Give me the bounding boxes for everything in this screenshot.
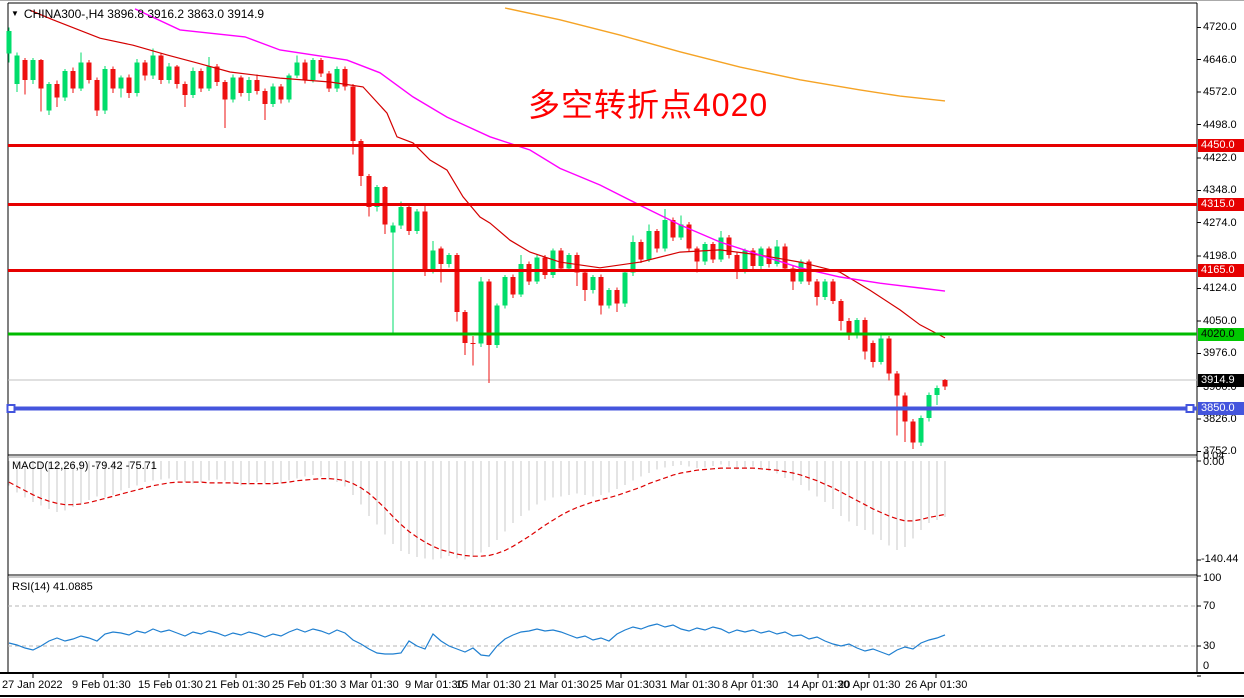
rsi-axis-label: 30 — [1203, 640, 1216, 652]
price-axis-label: 4422.0 — [1203, 152, 1237, 164]
line-handle-marker[interactable] — [6, 403, 16, 413]
price-badge-4315.0: 4315.0 — [1198, 198, 1244, 211]
price-badge-3914.9: 3914.9 — [1198, 374, 1244, 387]
rsi-line — [8, 623, 946, 657]
price-badge-4020.0: 4020.0 — [1198, 328, 1244, 341]
price-axis-label: 4274.0 — [1203, 217, 1237, 229]
date-label: 27 Jan 2022 — [2, 679, 63, 691]
date-label: 26 Apr 01:30 — [905, 679, 968, 691]
price-axis-label: 4198.0 — [1203, 250, 1237, 262]
date-label: 31 Mar 01:30 — [655, 679, 720, 691]
price-axis-label: 4646.0 — [1203, 54, 1237, 66]
rsi-axis-label: 0 — [1203, 660, 1210, 672]
price-badge-4450.0: 4450.0 — [1198, 139, 1244, 152]
price-axis-label: 3752.0 — [1203, 445, 1237, 457]
date-label: 9 Feb 01:30 — [72, 679, 131, 691]
price-axis-label: 4572.0 — [1203, 86, 1237, 98]
price-axis-label: 4498.0 — [1203, 119, 1237, 131]
price-axis-label: 4124.0 — [1203, 282, 1237, 294]
macd-signal-line — [8, 467, 946, 557]
date-label: 15 Feb 01:30 — [138, 679, 203, 691]
macd-axis-label: 0.04 — [1203, 450, 1225, 462]
price-axis-label: 3826.0 — [1203, 413, 1237, 425]
ma-fast-line — [29, 9, 946, 339]
macd-indicator-label: MACD(12,26,9) -79.42 -75.71 — [12, 460, 157, 472]
price-axis-label: 3976.0 — [1203, 347, 1237, 359]
rsi-indicator-label: RSI(14) 41.0885 — [12, 581, 93, 593]
macd-axis-label: -140.44 — [1201, 553, 1239, 565]
date-label: 25 Feb 01:30 — [272, 679, 337, 691]
ma-slow-line — [134, 8, 946, 292]
symbol-dropdown-icon[interactable]: ▼ — [11, 9, 19, 18]
price-axis-label: 4720.0 — [1203, 21, 1237, 33]
symbol-ohlc-text: CHINA300-,H4 3896.8 3916.2 3863.0 3914.9 — [23, 7, 265, 21]
date-label: 9 Mar 01:30 — [405, 679, 464, 691]
axis-ticks — [32, 26, 1201, 678]
date-label: 21 Mar 01:30 — [524, 679, 589, 691]
rsi-axis-label: 70 — [1203, 600, 1216, 612]
price-badge-3850.0: 3850.0 — [1198, 402, 1244, 415]
line-handle-marker[interactable] — [1185, 403, 1195, 413]
date-label: 8 Apr 01:30 — [722, 679, 779, 691]
price-axis-label: 4050.0 — [1203, 315, 1237, 327]
ma-long-line — [504, 7, 946, 102]
date-label: 15 Mar 01:30 — [456, 679, 521, 691]
annotation-text[interactable]: 多空转折点4020 — [528, 87, 769, 123]
date-label: 14 Apr 01:30 — [787, 679, 850, 691]
price-badge-4165.0: 4165.0 — [1198, 264, 1244, 277]
date-label: 3 Mar 01:30 — [340, 679, 399, 691]
macd-histogram — [8, 461, 946, 560]
price-axis-label: 4348.0 — [1203, 184, 1237, 196]
macd-axis-label: 0.00 — [1203, 456, 1225, 468]
chart-title: ▼ CHINA300-,H4 3896.8 3916.2 3863.0 3914.… — [11, 7, 264, 21]
date-label: 25 Mar 01:30 — [590, 679, 655, 691]
date-label: 20 Apr 01:30 — [838, 679, 901, 691]
date-label: 21 Feb 01:30 — [205, 679, 270, 691]
rsi-axis-label: 100 — [1203, 572, 1222, 584]
